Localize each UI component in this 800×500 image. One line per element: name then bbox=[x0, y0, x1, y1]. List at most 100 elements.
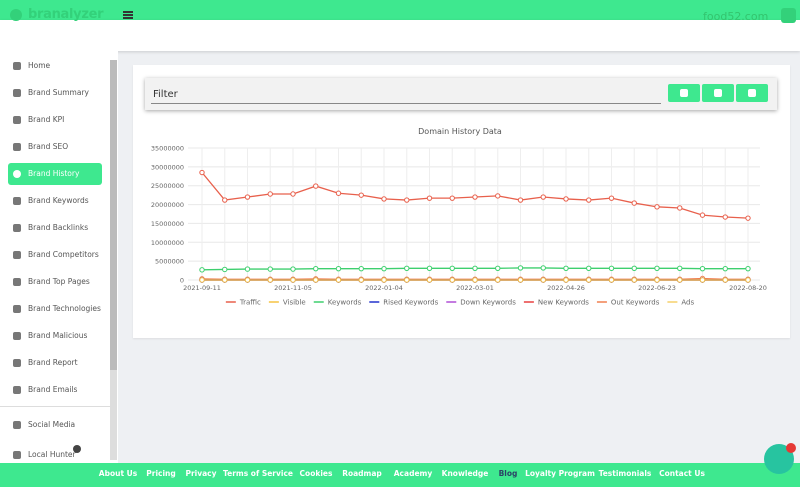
menu-item[interactable]: Social Media bbox=[8, 414, 102, 436]
point bbox=[404, 197, 410, 203]
point bbox=[358, 192, 364, 198]
point bbox=[699, 265, 706, 272]
menu-item[interactable]: Brand Technologies bbox=[8, 298, 102, 320]
logo-icon bbox=[10, 9, 22, 21]
y-tick-label: 20000000 bbox=[151, 201, 184, 209]
point bbox=[699, 277, 706, 283]
footer-link[interactable]: Terms of Service bbox=[222, 469, 294, 478]
x-tick-label: 2021-09-11 bbox=[183, 284, 221, 292]
point bbox=[608, 277, 615, 283]
bottom-strip bbox=[0, 487, 800, 500]
menu-item[interactable]: Brand Malicious bbox=[8, 325, 102, 347]
footer-link[interactable]: Pricing bbox=[146, 469, 176, 478]
point bbox=[449, 265, 455, 272]
footer-link[interactable]: Contact Us bbox=[659, 469, 705, 478]
menu-item[interactable]: Brand Keywords bbox=[8, 190, 102, 212]
point bbox=[244, 277, 251, 283]
logo[interactable]: branalyzer bbox=[28, 7, 104, 22]
point bbox=[313, 183, 319, 189]
point bbox=[540, 277, 546, 283]
comment-button[interactable] bbox=[736, 84, 768, 102]
x-tick-label: 2022-01-04 bbox=[365, 284, 403, 292]
point bbox=[472, 194, 478, 200]
site-name: food52.com bbox=[703, 10, 769, 23]
y-tick-label: 25000000 bbox=[151, 182, 184, 190]
x-tick-label: 2022-08-20 bbox=[729, 284, 767, 292]
legend-label: Visible bbox=[283, 299, 306, 307]
point bbox=[244, 194, 251, 200]
point bbox=[381, 196, 387, 202]
point bbox=[426, 265, 433, 272]
point bbox=[517, 277, 524, 283]
search-button[interactable] bbox=[781, 8, 796, 23]
point bbox=[267, 277, 273, 283]
list-button[interactable] bbox=[668, 84, 700, 102]
card bbox=[133, 65, 790, 338]
point bbox=[563, 196, 569, 202]
y-tick-label: 30000000 bbox=[151, 163, 184, 171]
footer-link[interactable]: Loyalty Program bbox=[525, 469, 595, 478]
menu-item[interactable]: Brand Report bbox=[8, 352, 102, 374]
menu-item[interactable]: Brand SEO bbox=[8, 136, 102, 158]
point bbox=[699, 212, 706, 218]
badge bbox=[73, 445, 81, 453]
info-button[interactable] bbox=[702, 84, 734, 102]
point bbox=[631, 200, 637, 206]
point bbox=[563, 277, 569, 283]
point bbox=[745, 215, 751, 221]
point bbox=[358, 265, 364, 272]
menu-toggle[interactable] bbox=[123, 11, 133, 19]
point bbox=[608, 265, 615, 272]
footer bbox=[0, 463, 800, 487]
y-tick-label: 35000000 bbox=[151, 145, 184, 153]
point bbox=[677, 205, 683, 211]
menu-item[interactable]: Brand Summary bbox=[8, 82, 102, 104]
y-tick-label: 5000000 bbox=[155, 258, 184, 266]
menu-item[interactable]: Brand Top Pages bbox=[8, 271, 102, 293]
menu-item[interactable]: Brand Emails bbox=[8, 379, 102, 401]
point bbox=[335, 277, 342, 283]
point bbox=[677, 265, 683, 272]
x-tick-label: 2022-06-23 bbox=[638, 284, 676, 292]
footer-link[interactable]: Cookies bbox=[299, 469, 333, 478]
point bbox=[654, 277, 660, 283]
point bbox=[313, 277, 319, 283]
top-bar bbox=[0, 0, 800, 20]
point bbox=[586, 277, 592, 283]
menu-item[interactable]: Brand History bbox=[8, 163, 102, 185]
menu-item[interactable]: Brand KPI bbox=[8, 109, 102, 131]
menu-item[interactable]: Brand Competitors bbox=[8, 244, 102, 266]
point bbox=[290, 191, 296, 197]
footer-link[interactable]: Roadmap bbox=[342, 469, 382, 478]
notification-badge bbox=[786, 443, 796, 453]
filter-input[interactable]: Filter bbox=[153, 89, 178, 100]
point bbox=[313, 265, 319, 272]
point bbox=[495, 265, 501, 272]
footer-link[interactable]: Academy bbox=[393, 469, 433, 478]
point bbox=[722, 265, 728, 272]
menu-item[interactable]: Home bbox=[8, 55, 102, 77]
point bbox=[267, 266, 273, 272]
footer-link[interactable]: Privacy bbox=[185, 469, 217, 478]
scrollbar-thumb[interactable] bbox=[110, 60, 117, 370]
footer-link[interactable]: Blog bbox=[498, 469, 518, 478]
point bbox=[586, 265, 592, 272]
point bbox=[654, 204, 660, 210]
point bbox=[654, 265, 660, 272]
menu-item[interactable]: Brand Backlinks bbox=[8, 217, 102, 239]
x-tick-label: 2022-04-26 bbox=[547, 284, 585, 292]
point bbox=[495, 193, 501, 199]
menu-item[interactable]: Local Hunter bbox=[8, 444, 102, 466]
point bbox=[404, 277, 410, 283]
point bbox=[722, 214, 728, 220]
point bbox=[267, 191, 273, 197]
y-tick-label: 0 bbox=[180, 277, 184, 285]
point bbox=[199, 267, 205, 273]
footer-link[interactable]: Testimonials bbox=[598, 469, 652, 478]
point bbox=[608, 195, 615, 201]
point bbox=[631, 277, 637, 283]
footer-link[interactable]: About Us bbox=[98, 469, 138, 478]
footer-link[interactable]: Knowledge bbox=[441, 469, 489, 478]
